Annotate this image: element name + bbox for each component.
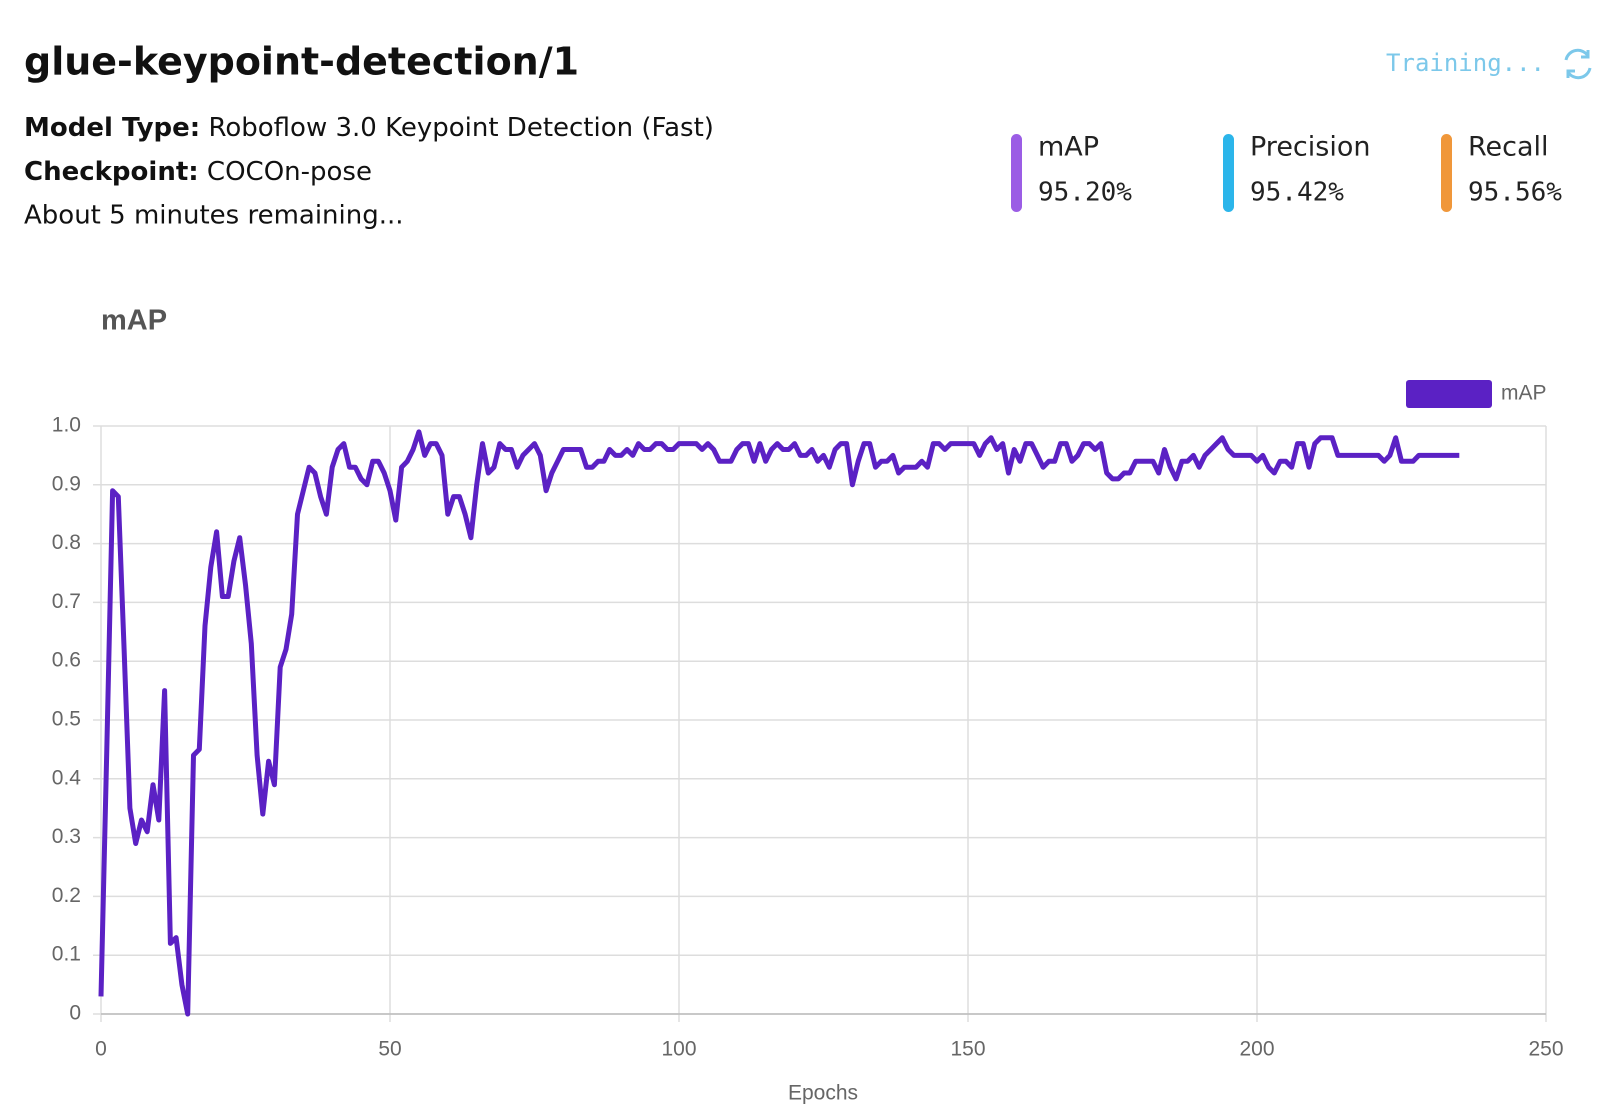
y-tick-label: 0.2 [52,884,81,907]
spinner-arc [1564,48,1590,61]
legend-label: mAP [1501,382,1547,405]
y-tick-label: 0.6 [52,649,81,672]
spinner-arrow [1581,50,1590,59]
metric-value: 95.42% [1250,178,1344,208]
metric-value: 95.56% [1468,178,1562,208]
y-tick-label: 0.8 [52,531,81,554]
model-type: Model Type: Roboflow 3.0 Keypoint Detect… [24,113,714,143]
status-spinner [1564,48,1592,80]
metric-bar [1441,134,1452,212]
y-tick-label: 0.4 [52,766,82,789]
y-tick-label: 0.1 [52,943,81,966]
model-type-label: Model Type: [24,113,200,143]
plot: 0 0.1 0.2 0.3 0.4 0.5 0.6 0.7 0.8 0.9 1.0 0 50 100 150… [52,380,1564,1061]
status-text: Training... [1386,49,1545,77]
checkpoint-value: COCOn-pose [207,157,372,187]
x-tick-label: 250 [1528,1038,1563,1061]
metrics: mAP 95.20% Precision 95.42% Recall 95.56% [1011,132,1562,212]
checkpoint: Checkpoint: COCOn-pose [24,157,372,187]
chart-title: mAP [101,305,167,337]
model-type-value: Roboflow 3.0 Keypoint Detection (Fast) [208,113,713,143]
metric-name: Recall [1468,132,1549,163]
remaining-time: About 5 minutes remaining... [24,201,404,231]
y-tick-label: 1.0 [52,414,81,437]
x-tick-label: 50 [378,1038,401,1061]
y-tick-label: 0 [69,1002,81,1025]
legend-swatch [1406,380,1492,408]
metric-name: mAP [1038,132,1099,163]
metric-value: 95.20% [1038,178,1132,208]
x-tick-label: 200 [1239,1038,1274,1061]
x-axis-label: Epochs [788,1082,858,1105]
y-tick-label: 0.5 [52,708,81,731]
metric-bar [1011,134,1022,212]
x-tick-label: 150 [950,1038,985,1061]
x-tick-label: 100 [661,1038,696,1061]
y-tick-label: 0.7 [52,590,81,613]
y-tick-label: 0.3 [52,825,81,848]
spinner-arc [1566,67,1592,80]
metric-name: Precision [1250,132,1370,163]
checkpoint-label: Checkpoint: [24,157,199,187]
series-line [98,429,1460,1017]
spinner-arrow [1566,69,1575,78]
x-tick-label: 0 [95,1038,107,1061]
metric-bar [1223,134,1234,212]
model-title: glue-keypoint-detection/1 [24,40,579,84]
y-tick-label: 0.9 [52,472,81,495]
